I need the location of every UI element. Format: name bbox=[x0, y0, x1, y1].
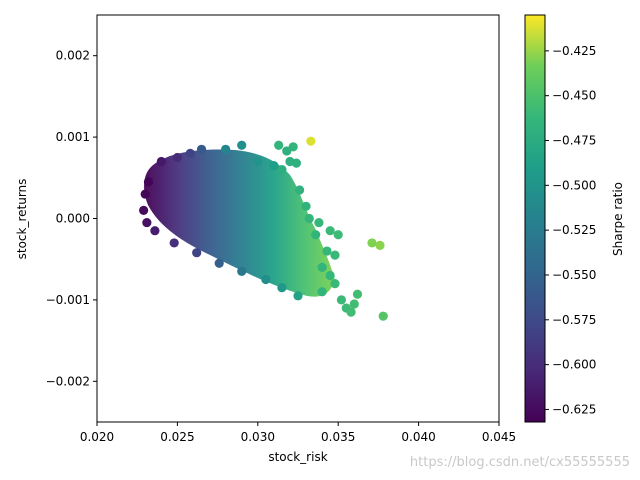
scatter-point bbox=[291, 158, 301, 168]
colorbar-tick-label: −0.500 bbox=[552, 178, 596, 192]
scatter-point bbox=[274, 140, 284, 150]
colorbar-tick-label: −0.475 bbox=[552, 134, 596, 148]
scatter-point bbox=[330, 279, 340, 289]
scatter-point bbox=[304, 213, 314, 224]
scatter-point bbox=[311, 230, 321, 240]
scatter-point bbox=[156, 156, 166, 167]
scatter-point bbox=[139, 205, 149, 215]
y-tick-label: 0.001 bbox=[56, 130, 90, 144]
scatter-point bbox=[295, 185, 305, 195]
y-tick-label: −0.002 bbox=[46, 374, 90, 388]
scatter-point bbox=[143, 177, 154, 187]
scatter-point bbox=[349, 299, 359, 309]
y-tick-label: −0.001 bbox=[46, 293, 90, 307]
scatter-point bbox=[150, 226, 160, 236]
x-tick-label: 0.035 bbox=[321, 430, 355, 444]
scatter-point bbox=[253, 156, 263, 167]
scatter-point bbox=[346, 307, 356, 317]
scatter-point bbox=[214, 258, 224, 268]
scatter-point bbox=[237, 140, 247, 150]
scatter-point bbox=[185, 148, 195, 158]
point-cloud bbox=[144, 149, 335, 297]
x-tick-label: 0.030 bbox=[241, 430, 275, 444]
scatter-point bbox=[301, 201, 311, 211]
scatter-point bbox=[277, 165, 287, 175]
y-axis-label: stock_returns bbox=[15, 179, 29, 260]
scatter-point bbox=[325, 226, 335, 236]
scatter-point bbox=[333, 230, 343, 240]
scatter-point bbox=[367, 238, 377, 248]
point-cloud-mass bbox=[144, 149, 335, 297]
scatter-point bbox=[322, 246, 332, 256]
scatter-point bbox=[330, 250, 340, 260]
scatter-point bbox=[293, 291, 303, 301]
scatter-points bbox=[139, 136, 388, 321]
colorbar-tick-label: −0.600 bbox=[552, 358, 596, 372]
x-axis: 0.020 0.025 0.030 0.035 0.040 0.045 bbox=[80, 422, 516, 444]
scatter-point bbox=[269, 160, 279, 171]
colorbar bbox=[524, 14, 546, 423]
colorbar-tick-label: −0.550 bbox=[552, 268, 596, 282]
x-tick-label: 0.020 bbox=[80, 430, 114, 444]
x-tick-label: 0.045 bbox=[482, 430, 516, 444]
colorbar-tick-label: −0.575 bbox=[552, 313, 596, 327]
x-tick-label: 0.040 bbox=[401, 430, 435, 444]
scatter-point bbox=[192, 248, 202, 258]
scatter-point bbox=[237, 266, 247, 277]
y-tick-label: 0.000 bbox=[56, 212, 90, 226]
y-tick-label: 0.002 bbox=[56, 49, 90, 63]
scatter-point bbox=[169, 238, 179, 248]
scatter-point bbox=[196, 144, 207, 154]
scatter-point bbox=[172, 152, 182, 163]
scatter-point bbox=[221, 144, 231, 154]
x-axis-label: stock_risk bbox=[268, 450, 327, 464]
scatter-point bbox=[282, 146, 292, 156]
colorbar-axis: −0.625 −0.600 −0.575 −0.550 −0.525 −0.500 −0.4… bbox=[545, 44, 596, 416]
colorbar-label: Sharpe ratio bbox=[611, 182, 625, 256]
scatter-point bbox=[306, 136, 316, 146]
scatter-point bbox=[378, 311, 388, 321]
scatter-point bbox=[314, 217, 324, 228]
colorbar-tick-label: −0.450 bbox=[552, 89, 596, 103]
scatter-point bbox=[277, 283, 287, 293]
scatter-point bbox=[336, 295, 347, 305]
scatter-point bbox=[317, 287, 327, 297]
y-axis: −0.002 −0.001 0.000 0.001 0.002 bbox=[46, 49, 97, 388]
scatter-point bbox=[325, 270, 335, 281]
watermark-text: https://blog.csdn.net/cx55555555 bbox=[409, 455, 630, 470]
colorbar-tick-label: −0.625 bbox=[552, 402, 596, 416]
scatter-point bbox=[375, 240, 385, 250]
colorbar-tick-label: −0.425 bbox=[552, 44, 596, 58]
scatter-point bbox=[317, 262, 327, 272]
scatter-point bbox=[140, 189, 150, 199]
colorbar-tick-label: −0.525 bbox=[552, 223, 596, 237]
x-tick-label: 0.025 bbox=[160, 430, 194, 444]
scatter-point bbox=[142, 217, 152, 228]
scatter-point bbox=[352, 289, 363, 299]
scatter-point bbox=[261, 274, 271, 285]
